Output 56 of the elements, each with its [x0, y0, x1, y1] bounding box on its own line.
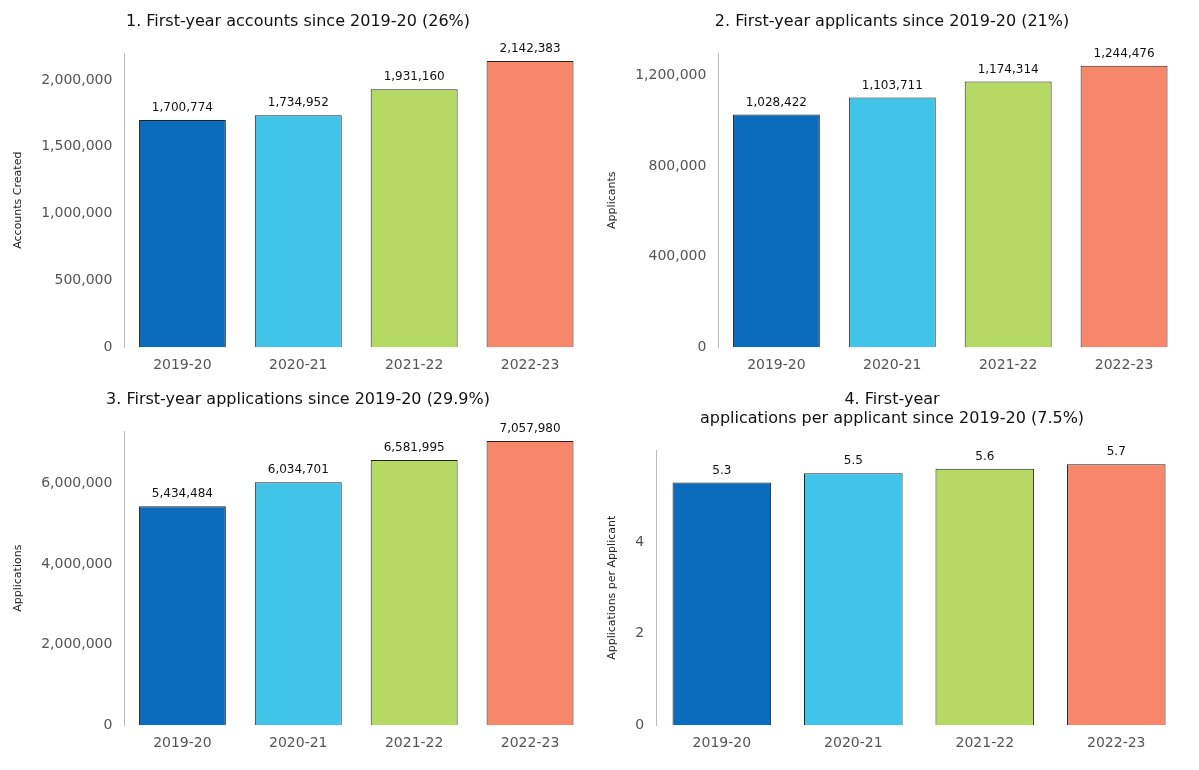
data-label: 5.7: [1106, 444, 1126, 459]
x-tick-label: 2020-21: [269, 356, 328, 373]
y-axis-title: Applicants: [605, 171, 619, 229]
x-tick-label: 2019-20: [747, 356, 806, 373]
x-tick-label: 2022-23: [500, 356, 560, 373]
y-tick-label: 400,000: [648, 247, 707, 264]
y-tick-label: 4,000,000: [41, 554, 113, 571]
y-tick-label: 2,000,000: [41, 70, 113, 87]
y-axis-title: Accounts Created: [11, 151, 25, 249]
x-tick-label: 2021-22: [384, 734, 444, 751]
x-tick-label: 2022-23: [1094, 356, 1154, 373]
data-label: 5.6: [975, 448, 995, 463]
chart-title: 1. First-year accounts since 2019-20 (26%): [125, 10, 471, 30]
x-tick-label: 2021-22: [978, 356, 1038, 373]
data-label: 1,244,476: [1093, 45, 1155, 60]
y-tick-label: 0: [103, 715, 113, 732]
y-tick-label: 2: [635, 624, 645, 641]
x-tick-label: 2019-20: [692, 734, 752, 751]
x-tick-label: 2019-20: [153, 356, 212, 373]
data-label: 1,028,422: [745, 94, 807, 109]
y-tick-label: 0: [697, 337, 707, 354]
x-tick-label: 2022-23: [1087, 734, 1146, 751]
x-tick-label: 2020-21: [863, 356, 922, 373]
y-tick-label: 1,200,000: [635, 66, 707, 83]
y-tick-label: 0: [635, 715, 645, 732]
x-tick-label: 2022-23: [500, 734, 560, 751]
data-label: 1,931,160: [383, 69, 445, 84]
y-tick-label: 1,500,000: [41, 137, 113, 154]
chart-title: 3. First-year applications since 2019-20 (29.9%): [106, 388, 490, 408]
y-tick-label: 0: [103, 337, 113, 354]
x-tick-label: 2021-22: [955, 734, 1015, 751]
y-tick-label: 2,000,000: [41, 635, 113, 652]
data-label: 5.3: [712, 462, 732, 477]
y-axis-title: Applications: [11, 544, 25, 612]
data-label: 1,174,314: [977, 61, 1039, 76]
chart-title: 2. First-year applicants since 2019-20 (21%): [714, 10, 1070, 30]
y-tick-label: 6,000,000: [41, 474, 113, 491]
x-tick-label: 2019-20: [153, 734, 212, 751]
chart-title: 4. First-year applications per applicant since 2019-20 (7.5%): [699, 388, 1085, 427]
x-tick-label: 2021-22: [384, 356, 444, 373]
data-label: 7,057,980: [499, 421, 561, 436]
x-tick-label: 2020-21: [269, 734, 328, 751]
y-tick-label: 500,000: [54, 271, 113, 288]
y-tick-label: 800,000: [648, 156, 707, 173]
data-label: 6,034,701: [267, 462, 329, 477]
data-label: 1,734,952: [267, 95, 329, 110]
y-tick-label: 4: [635, 532, 645, 549]
data-label: 5.5: [843, 453, 863, 468]
data-label: 1,103,711: [861, 77, 923, 92]
data-label: 6,581,995: [383, 440, 445, 455]
y-tick-label: 1,000,000: [41, 204, 113, 221]
data-label: 1,700,774: [151, 100, 213, 115]
data-label: 5,434,484: [151, 486, 213, 501]
data-label: 2,142,383: [499, 41, 561, 56]
y-axis-title: Applications per Applicant: [605, 515, 619, 660]
x-tick-label: 2020-21: [824, 734, 883, 751]
